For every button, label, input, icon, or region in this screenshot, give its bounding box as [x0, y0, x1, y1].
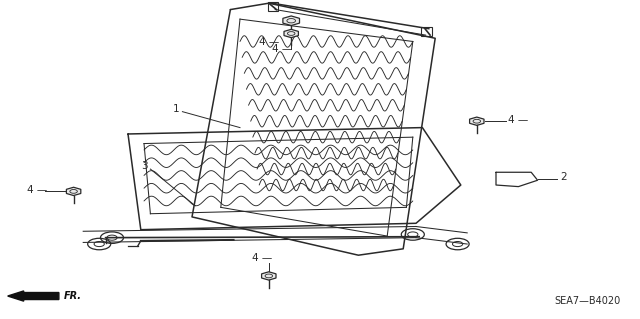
Polygon shape: [470, 117, 484, 125]
Polygon shape: [284, 29, 298, 38]
Text: 2: 2: [560, 172, 566, 182]
Text: 4 —: 4 —: [259, 37, 280, 47]
Text: 3: 3: [141, 161, 147, 171]
FancyArrow shape: [8, 291, 59, 301]
Text: FR.: FR.: [64, 291, 82, 301]
Text: 1: 1: [173, 104, 179, 114]
Text: 4 —: 4 —: [272, 44, 292, 54]
Polygon shape: [262, 272, 276, 280]
Polygon shape: [283, 16, 300, 26]
Text: 4 —: 4 —: [252, 253, 272, 263]
Text: 4 —: 4 —: [27, 185, 47, 195]
Text: SEA7—B4020: SEA7—B4020: [554, 296, 621, 306]
Text: 4 —: 4 —: [508, 115, 528, 125]
Polygon shape: [67, 187, 81, 196]
